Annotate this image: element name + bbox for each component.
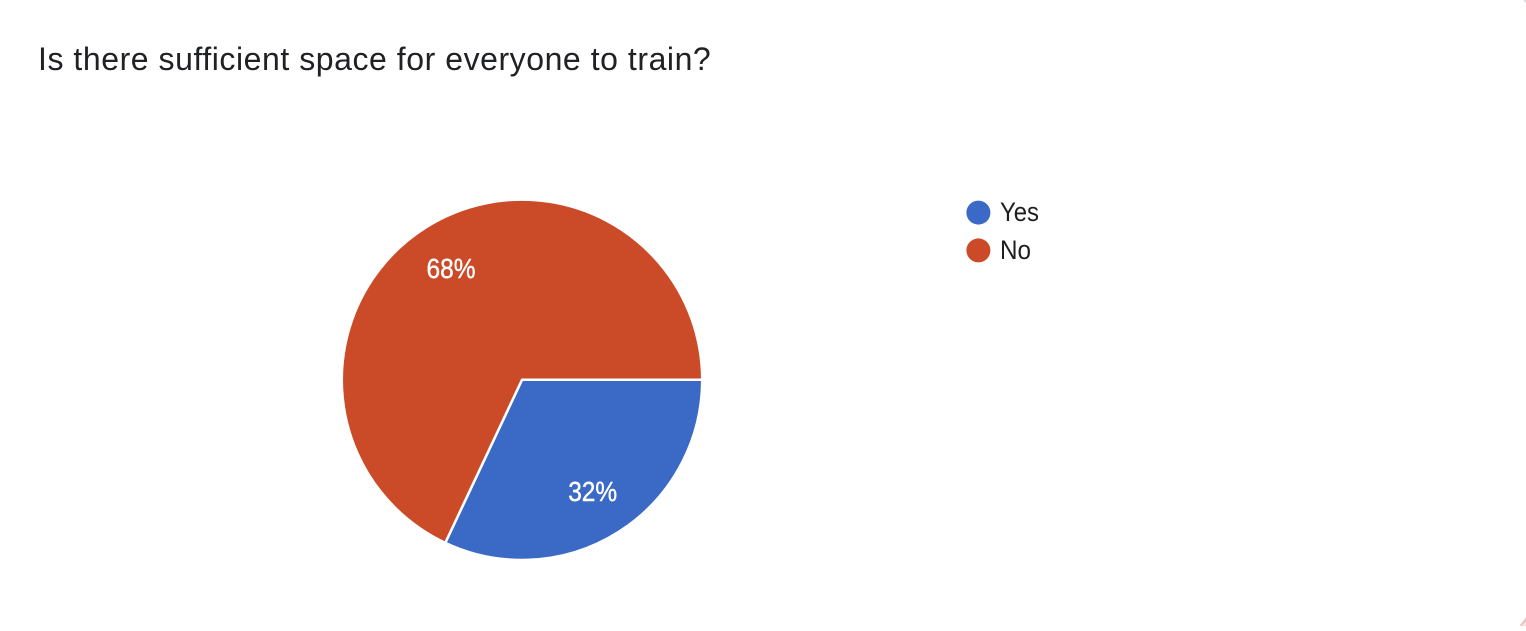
svg-text:68%: 68% [427, 253, 476, 284]
svg-text:32%: 32% [568, 476, 617, 507]
svg-text:Is there sufficient space for: Is there sufficient space for everyone t… [38, 41, 711, 77]
svg-text:Yes: Yes [1000, 197, 1039, 227]
svg-text:No: No [1000, 235, 1031, 265]
